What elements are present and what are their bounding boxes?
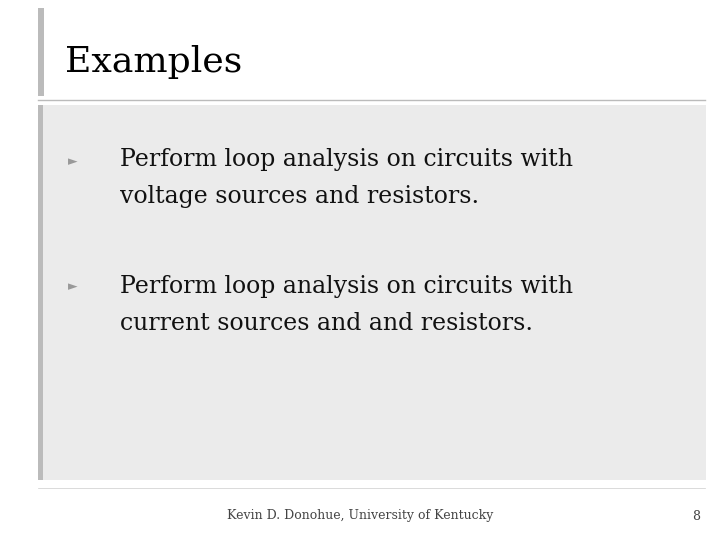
Text: ►: ► [68, 155, 78, 168]
Text: Kevin D. Donohue, University of Kentucky: Kevin D. Donohue, University of Kentucky [227, 510, 493, 523]
Bar [38, 105, 706, 480]
Text: Perform loop analysis on circuits with: Perform loop analysis on circuits with [120, 275, 573, 298]
Bar [38, 105, 43, 480]
Text: current sources and and resistors.: current sources and and resistors. [120, 312, 533, 335]
Text: ►: ► [68, 280, 78, 293]
Bar [38, 8, 44, 96]
Text: Perform loop analysis on circuits with: Perform loop analysis on circuits with [120, 148, 573, 171]
Text: Examples: Examples [65, 45, 242, 79]
Text: voltage sources and resistors.: voltage sources and resistors. [120, 185, 479, 208]
Text: 8: 8 [692, 510, 700, 523]
